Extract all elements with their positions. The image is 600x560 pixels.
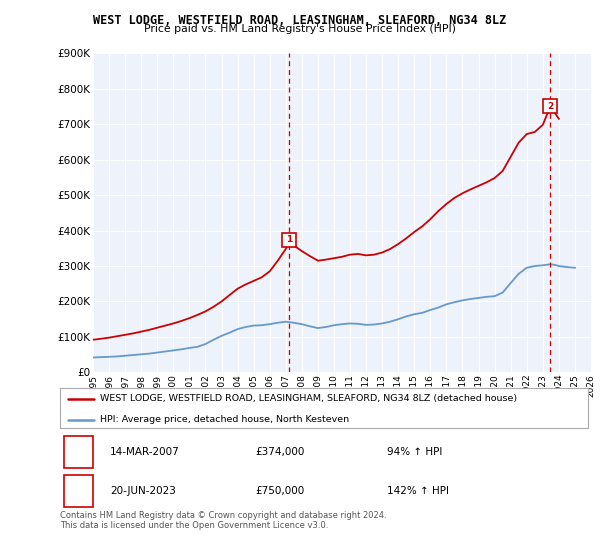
Text: 94% ↑ HPI: 94% ↑ HPI xyxy=(388,447,443,457)
Text: 14-MAR-2007: 14-MAR-2007 xyxy=(110,447,180,457)
FancyBboxPatch shape xyxy=(64,475,93,507)
Text: £750,000: £750,000 xyxy=(256,486,305,496)
Text: Price paid vs. HM Land Registry's House Price Index (HPI): Price paid vs. HM Land Registry's House … xyxy=(144,24,456,34)
Text: £374,000: £374,000 xyxy=(256,447,305,457)
Text: 2: 2 xyxy=(547,102,553,111)
Text: HPI: Average price, detached house, North Kesteven: HPI: Average price, detached house, Nort… xyxy=(100,415,349,424)
Text: 1: 1 xyxy=(75,447,82,457)
Text: Contains HM Land Registry data © Crown copyright and database right 2024.
This d: Contains HM Land Registry data © Crown c… xyxy=(60,511,386,530)
Text: 142% ↑ HPI: 142% ↑ HPI xyxy=(388,486,449,496)
Text: 20-JUN-2023: 20-JUN-2023 xyxy=(110,486,176,496)
FancyBboxPatch shape xyxy=(64,436,93,468)
Text: 1: 1 xyxy=(286,235,292,244)
Text: 2: 2 xyxy=(75,486,82,496)
Text: WEST LODGE, WESTFIELD ROAD, LEASINGHAM, SLEAFORD, NG34 8LZ: WEST LODGE, WESTFIELD ROAD, LEASINGHAM, … xyxy=(94,14,506,27)
Text: WEST LODGE, WESTFIELD ROAD, LEASINGHAM, SLEAFORD, NG34 8LZ (detached house): WEST LODGE, WESTFIELD ROAD, LEASINGHAM, … xyxy=(100,394,517,403)
